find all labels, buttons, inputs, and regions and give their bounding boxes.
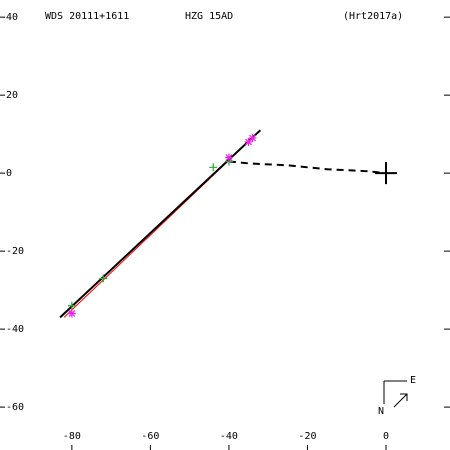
plus-marker xyxy=(99,274,108,283)
star-marker xyxy=(67,309,76,318)
star-marker xyxy=(244,137,253,146)
compass-n: N xyxy=(378,406,384,417)
compass-e: E xyxy=(410,375,416,386)
x-tick-label: -40 xyxy=(220,431,238,442)
x-tick-label: 0 xyxy=(383,431,389,442)
orbit-line xyxy=(228,160,387,175)
plus-marker xyxy=(67,301,76,310)
header-right: (Hrt2017a) xyxy=(343,11,403,22)
header-left: WDS 20111+1611 xyxy=(45,11,129,22)
y-tick-label: -60 xyxy=(6,402,24,413)
compass-arrowhead xyxy=(400,393,408,401)
star-marker xyxy=(248,134,257,143)
plus-marker xyxy=(209,163,218,172)
y-tick-label: 40 xyxy=(6,12,18,23)
compass-arrow xyxy=(393,393,408,408)
x-tick-label: -20 xyxy=(298,431,316,442)
y-tick-label: 0 xyxy=(6,168,12,179)
star-marker xyxy=(224,153,233,162)
header-center: HZG 15AD xyxy=(185,11,233,22)
compass: N E xyxy=(378,375,416,417)
cross-marker xyxy=(374,162,397,185)
y-tick-label: -20 xyxy=(6,246,24,257)
x-tick-label: -80 xyxy=(63,431,81,442)
y-tick-label: 20 xyxy=(6,90,18,101)
x-tick-label: -60 xyxy=(141,431,159,442)
y-tick-label: -40 xyxy=(6,324,24,335)
